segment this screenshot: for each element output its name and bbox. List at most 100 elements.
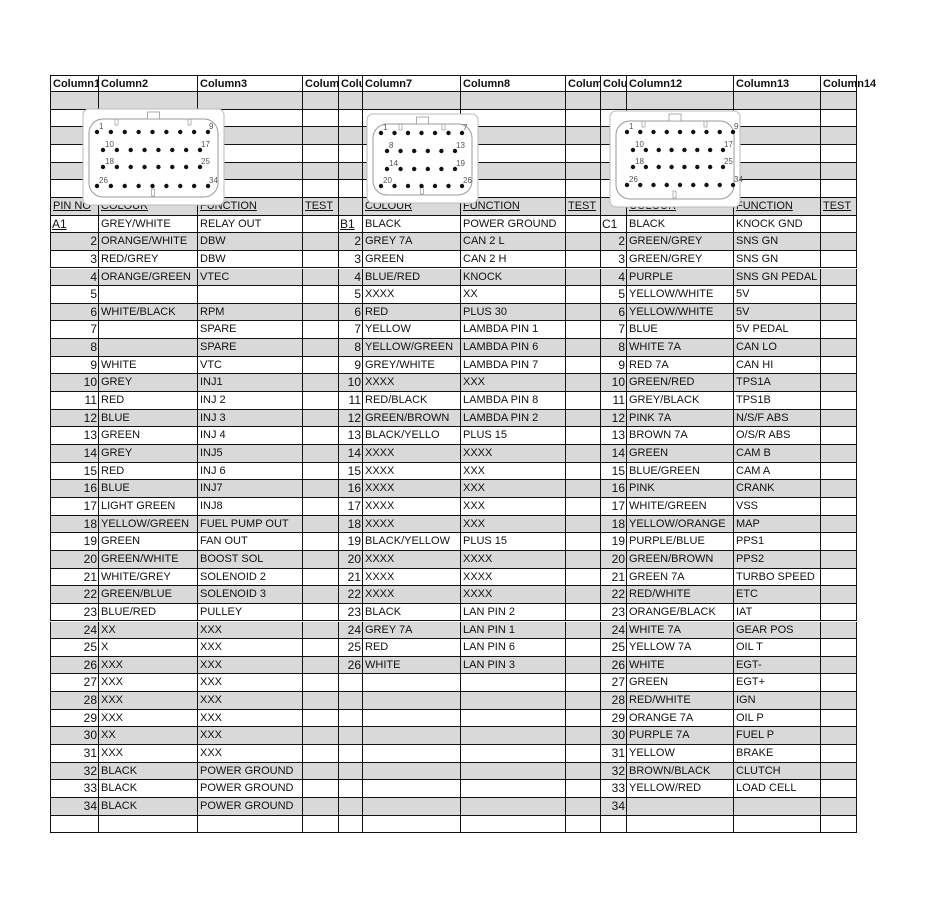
- wire-colour: XXX: [98, 656, 197, 674]
- pin-function: XXXX: [460, 586, 565, 603]
- pin-number: 15: [338, 462, 362, 480]
- empty-cell: [302, 162, 338, 180]
- table-row: 17 LIGHT GREEN INJ8 17 XXXX XXX 17 WHITE/GREEN V…: [50, 497, 857, 516]
- test-cell: [302, 533, 338, 550]
- pin-function: IAT: [733, 603, 820, 621]
- pin-number: [338, 762, 362, 780]
- empty-cell: [338, 127, 362, 144]
- pin-number: [338, 692, 362, 709]
- connector-latch: [187, 118, 192, 126]
- table-row: 22 GREEN/BLUE SOLENOID 3 22 XXXX XXXX 22 RED/WH…: [50, 586, 857, 604]
- empty-cell: [50, 144, 98, 162]
- pin-dot: [651, 182, 656, 188]
- pin-function: XXX: [460, 497, 565, 515]
- pin-function: VTEC: [197, 268, 302, 286]
- wire-colour: PURPLE 7A: [626, 727, 733, 745]
- pin-dot: [656, 164, 661, 170]
- test-cell: [302, 762, 338, 780]
- wire-colour: GREY 7A: [362, 233, 460, 250]
- test-cell: [302, 462, 338, 480]
- column-header: Column12: [626, 76, 733, 91]
- test-cell: [565, 462, 600, 480]
- pin-number: 13: [338, 427, 362, 444]
- test-cell: [302, 798, 338, 815]
- pin-dot: [695, 164, 700, 170]
- pin-function: CAN 2 H: [460, 250, 565, 268]
- test-cell: [302, 233, 338, 250]
- empty-cell: [600, 144, 626, 162]
- pin-number: 10: [600, 374, 626, 392]
- pin-number: 8: [50, 339, 98, 356]
- table-row: 25 X XXX 25 RED LAN PIN 6 25 YELLOW 7A OIL T: [50, 639, 857, 657]
- test-cell: [565, 339, 600, 356]
- pin-dot: [730, 129, 736, 135]
- test-cell: [820, 462, 857, 480]
- pin-dot: [717, 182, 722, 188]
- pin-dot: [164, 183, 169, 189]
- pin-number: 23: [50, 603, 98, 621]
- pin-dot: [419, 130, 424, 136]
- pin-function: [460, 780, 565, 797]
- pin-dot: [651, 129, 656, 135]
- test-cell: [565, 445, 600, 462]
- pin-dot: [191, 183, 197, 189]
- wire-colour: GREEN/BROWN: [626, 550, 733, 568]
- table-row: 4 ORANGE/GREEN VTEC 4 BLUE/RED KNOCK 4 PURPLE SN…: [50, 268, 857, 287]
- test-cell: [820, 515, 857, 533]
- pin-label: 7: [463, 123, 468, 132]
- wire-colour: [98, 321, 197, 339]
- column-header: Column3: [197, 76, 302, 91]
- test-cell: [565, 250, 600, 268]
- table-row: 29 XXX XXX 29 ORANGE 7A OIL P: [50, 709, 857, 728]
- test-cell: [302, 603, 338, 621]
- wire-colour: YELLOW/GREEN: [362, 339, 460, 356]
- pin-dot: [459, 130, 465, 136]
- wire-colour: GREEN/WHITE: [98, 550, 197, 568]
- pin-dot: [425, 166, 430, 172]
- pin-function: [460, 762, 565, 780]
- pin-function: INJ5: [197, 445, 302, 462]
- test-cell: [565, 762, 600, 780]
- empty-cell: [820, 180, 857, 197]
- pin-number: 26: [338, 656, 362, 674]
- empty-cell: [338, 92, 362, 109]
- pin-dot: [682, 164, 687, 170]
- pin-number: 17: [600, 497, 626, 515]
- pin-dot: [170, 147, 175, 153]
- pin-function: CAM B: [733, 445, 820, 462]
- table-row: 8 SPARE 8 YELLOW/GREEN LAMBDA PIN 6 8 WHITE 7A…: [50, 339, 857, 357]
- test-cell: [565, 356, 600, 374]
- wire-colour: YELLOW/WHITE: [626, 286, 733, 303]
- empty-cell: [362, 180, 460, 197]
- pin-dot: [405, 130, 411, 136]
- pin-function: XXX: [197, 692, 302, 709]
- pin-label: 25: [724, 157, 733, 166]
- test-cell: [565, 480, 600, 497]
- empty-cell: [565, 162, 600, 180]
- pin-dot: [677, 182, 683, 188]
- pin-label: 10: [635, 140, 644, 149]
- pin-number: 19: [600, 533, 626, 550]
- pin-dot: [156, 164, 161, 170]
- wire-colour: [362, 727, 460, 745]
- pin-number: 24: [50, 621, 98, 639]
- pin-label: 1: [629, 122, 634, 131]
- test-cell: [302, 356, 338, 374]
- test-cell: [820, 656, 857, 674]
- wire-colour: LIGHT GREEN: [98, 497, 197, 515]
- pin-dot: [459, 183, 465, 189]
- empty-cell: [600, 180, 626, 197]
- pin-dot: [205, 129, 211, 135]
- wire-colour: WHITE: [362, 656, 460, 674]
- connector-latch: [441, 123, 446, 131]
- test-cell: [565, 303, 600, 321]
- test-cell: [820, 339, 857, 356]
- pin-dot: [638, 182, 643, 188]
- pin-number: 25: [50, 639, 98, 656]
- test-cell: [302, 445, 338, 462]
- pin-dot: [452, 166, 458, 172]
- pin-number: 5: [338, 286, 362, 303]
- empty-cell: [197, 92, 302, 109]
- wire-colour: GREY/BLACK: [626, 392, 733, 409]
- pin-number: 27: [50, 674, 98, 692]
